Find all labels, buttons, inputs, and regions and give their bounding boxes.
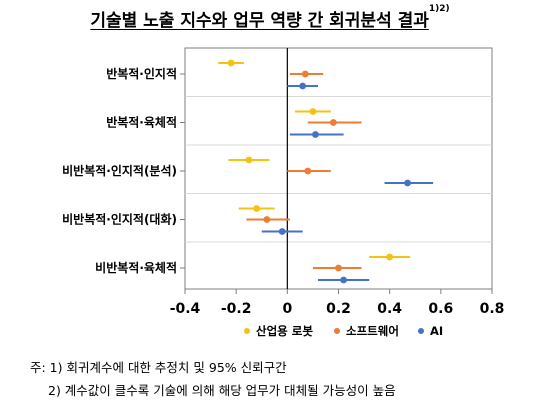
chart-title-text: 기술별 노출 지수와 업무 역량 간 회귀분석 결과 (90, 11, 429, 31)
estimate-point (299, 82, 307, 90)
footnote-1: 주: 1) 회귀계수에 대한 추정치 및 95% 신뢰구간 (30, 360, 287, 375)
category-label: 비반복적·육체적 (95, 260, 177, 275)
estimate-point (301, 70, 309, 78)
legend-marker (334, 328, 340, 334)
plot-frame (184, 47, 493, 290)
category-label: 비반복적·인지적(분석) (62, 163, 177, 178)
legend-marker (418, 328, 424, 334)
x-tick-label: -0.2 (221, 301, 252, 317)
estimate-point (227, 59, 235, 67)
estimate-point (278, 228, 286, 235)
estimate-point (304, 167, 312, 175)
x-tick-label: 0 (282, 301, 292, 317)
estimate-point (386, 253, 394, 261)
x-tick-label: 0.2 (326, 301, 351, 317)
estimate-point (335, 264, 342, 272)
category-label: 반복적·육체적 (106, 115, 177, 130)
legend-label: 산업용 로봇 (256, 324, 313, 338)
legend-label: 소프트웨어 (346, 324, 399, 338)
footnote-2: 2) 계수값이 클수록 기술에 의해 해당 업무가 대체될 가능성이 높음 (48, 383, 396, 398)
estimate-point (245, 156, 253, 164)
legend-label: AI (430, 324, 443, 338)
x-tick-label: 0.4 (377, 301, 402, 317)
category-label: 반복적·인지적 (106, 66, 177, 81)
estimate-point (312, 131, 319, 138)
x-tick-label: 0.8 (480, 301, 505, 317)
estimate-point (329, 119, 337, 126)
x-tick-label: 0.6 (428, 301, 453, 317)
estimate-point (340, 276, 348, 284)
estimate-point (263, 216, 271, 223)
estimate-point (404, 179, 411, 187)
title-footnote-marker: 1)2) (428, 4, 450, 14)
chart-title: 기술별 노출 지수와 업무 역량 간 회귀분석 결과1)2) (0, 4, 540, 31)
legend-marker (244, 328, 250, 334)
estimate-point (253, 205, 261, 212)
x-tick-label: -0.4 (170, 301, 201, 317)
estimate-point (309, 108, 317, 115)
category-label: 비반복적·인지적(대화) (62, 212, 177, 227)
